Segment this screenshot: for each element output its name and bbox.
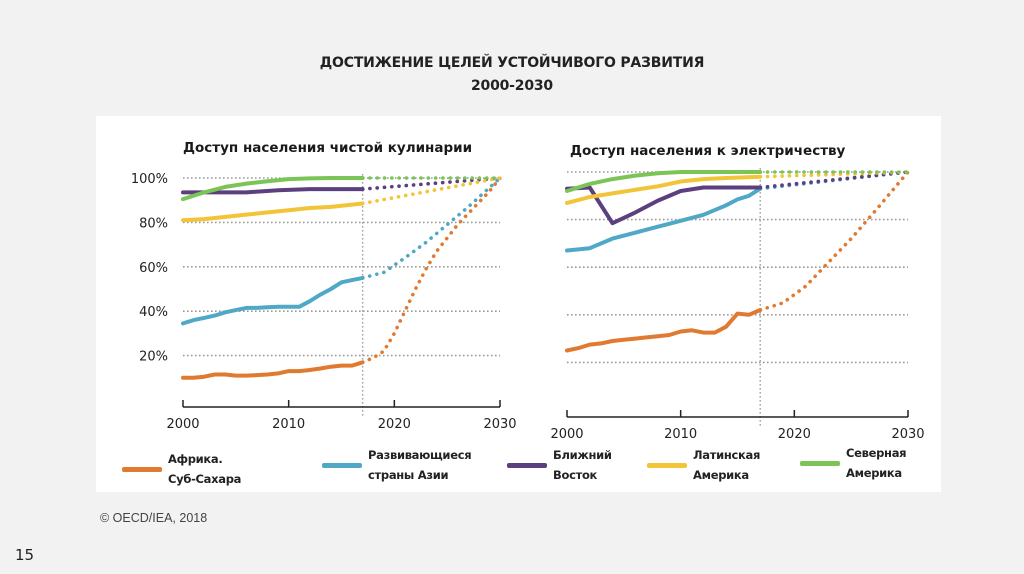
y-tick-label: 80% [139, 216, 168, 231]
legend-item-latam: Латинская Америка [647, 445, 760, 485]
slide-title: ДОСТИЖЕНИЕ ЦЕЛЕЙ УСТОЙЧИВОГО РАЗВИТИЯ [319, 55, 705, 71]
legend-label: Развивающиеся страны Азии [368, 448, 472, 482]
series-projection-me [758, 170, 910, 190]
legend-swatch [322, 462, 362, 468]
series-line-latam [181, 201, 365, 223]
legend-item-ssa: Африка. Суб-Сахара [122, 449, 241, 489]
x-tick-label: 2010 [272, 417, 305, 432]
series-projection-latam [360, 176, 502, 206]
x-tick-label: 2020 [778, 427, 811, 442]
legend-swatch [122, 466, 162, 472]
series-projection-asia [360, 176, 502, 280]
copyright: © OECD/IEA, 2018 [100, 511, 208, 525]
series-line-na [181, 176, 365, 202]
charts-panel [96, 116, 941, 492]
series-line-ssa [181, 360, 365, 380]
series-projection-ssa [360, 176, 502, 365]
chart-title-cooking: Доступ населения чистой кулинарии [183, 140, 472, 156]
legend-label: Латинская Америка [693, 448, 761, 482]
series-projection-me [360, 176, 502, 191]
chart-title-electricity: Доступ населения к электричеству [570, 143, 846, 159]
legend-label: Северная Америка [846, 446, 907, 480]
y-tick-label: 40% [139, 305, 168, 320]
y-tick-label: 20% [139, 350, 168, 365]
y-tick-label: 60% [139, 261, 168, 276]
x-tick-label: 2020 [378, 417, 411, 432]
slide-number: 15 [15, 546, 35, 564]
x-tick-label: 2000 [550, 427, 583, 442]
cooking-chart: 20% 40% 60% 80% 100% 2000 2010 2020 2030 [131, 172, 517, 432]
legend-swatch [507, 462, 547, 468]
series-line-ssa [565, 308, 763, 353]
legend-item-me: Ближний Восток [507, 445, 612, 485]
legend-label: Ближний Восток [553, 448, 612, 482]
series-line-me [181, 187, 365, 195]
legend-item-asia: Развивающиеся страны Азии [322, 445, 472, 485]
x-tick-label: 2010 [664, 427, 697, 442]
legend-swatch [647, 462, 687, 468]
x-tick-label: 2030 [891, 427, 924, 442]
x-tick-label: 2000 [166, 417, 199, 432]
series-line-me [565, 185, 763, 226]
legend-label: Африка. Суб-Сахара [168, 452, 242, 486]
slide-subtitle-years: 2000-2030 [471, 78, 553, 94]
legend-item-na: Северная Америка [800, 443, 907, 483]
electricity-chart: 2000 2010 2020 2030 [550, 168, 925, 442]
series-projection-ssa [758, 170, 910, 312]
series-line-asia [181, 275, 365, 326]
series-line-asia [565, 186, 763, 253]
x-tick-label: 2030 [483, 417, 516, 432]
legend-swatch [800, 460, 840, 466]
y-tick-label: 100% [131, 172, 168, 187]
series-line-latam [565, 174, 763, 205]
series-line-na [565, 170, 763, 193]
